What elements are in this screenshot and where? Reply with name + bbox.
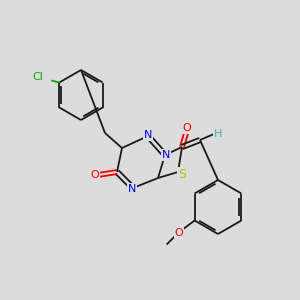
Text: O: O: [183, 123, 191, 133]
Text: Cl: Cl: [32, 73, 43, 82]
Text: O: O: [91, 170, 99, 180]
Text: S: S: [178, 167, 186, 181]
Text: N: N: [162, 150, 170, 160]
Text: N: N: [144, 130, 152, 140]
Text: O: O: [174, 227, 183, 238]
Text: N: N: [128, 184, 136, 194]
Text: H: H: [214, 129, 222, 139]
